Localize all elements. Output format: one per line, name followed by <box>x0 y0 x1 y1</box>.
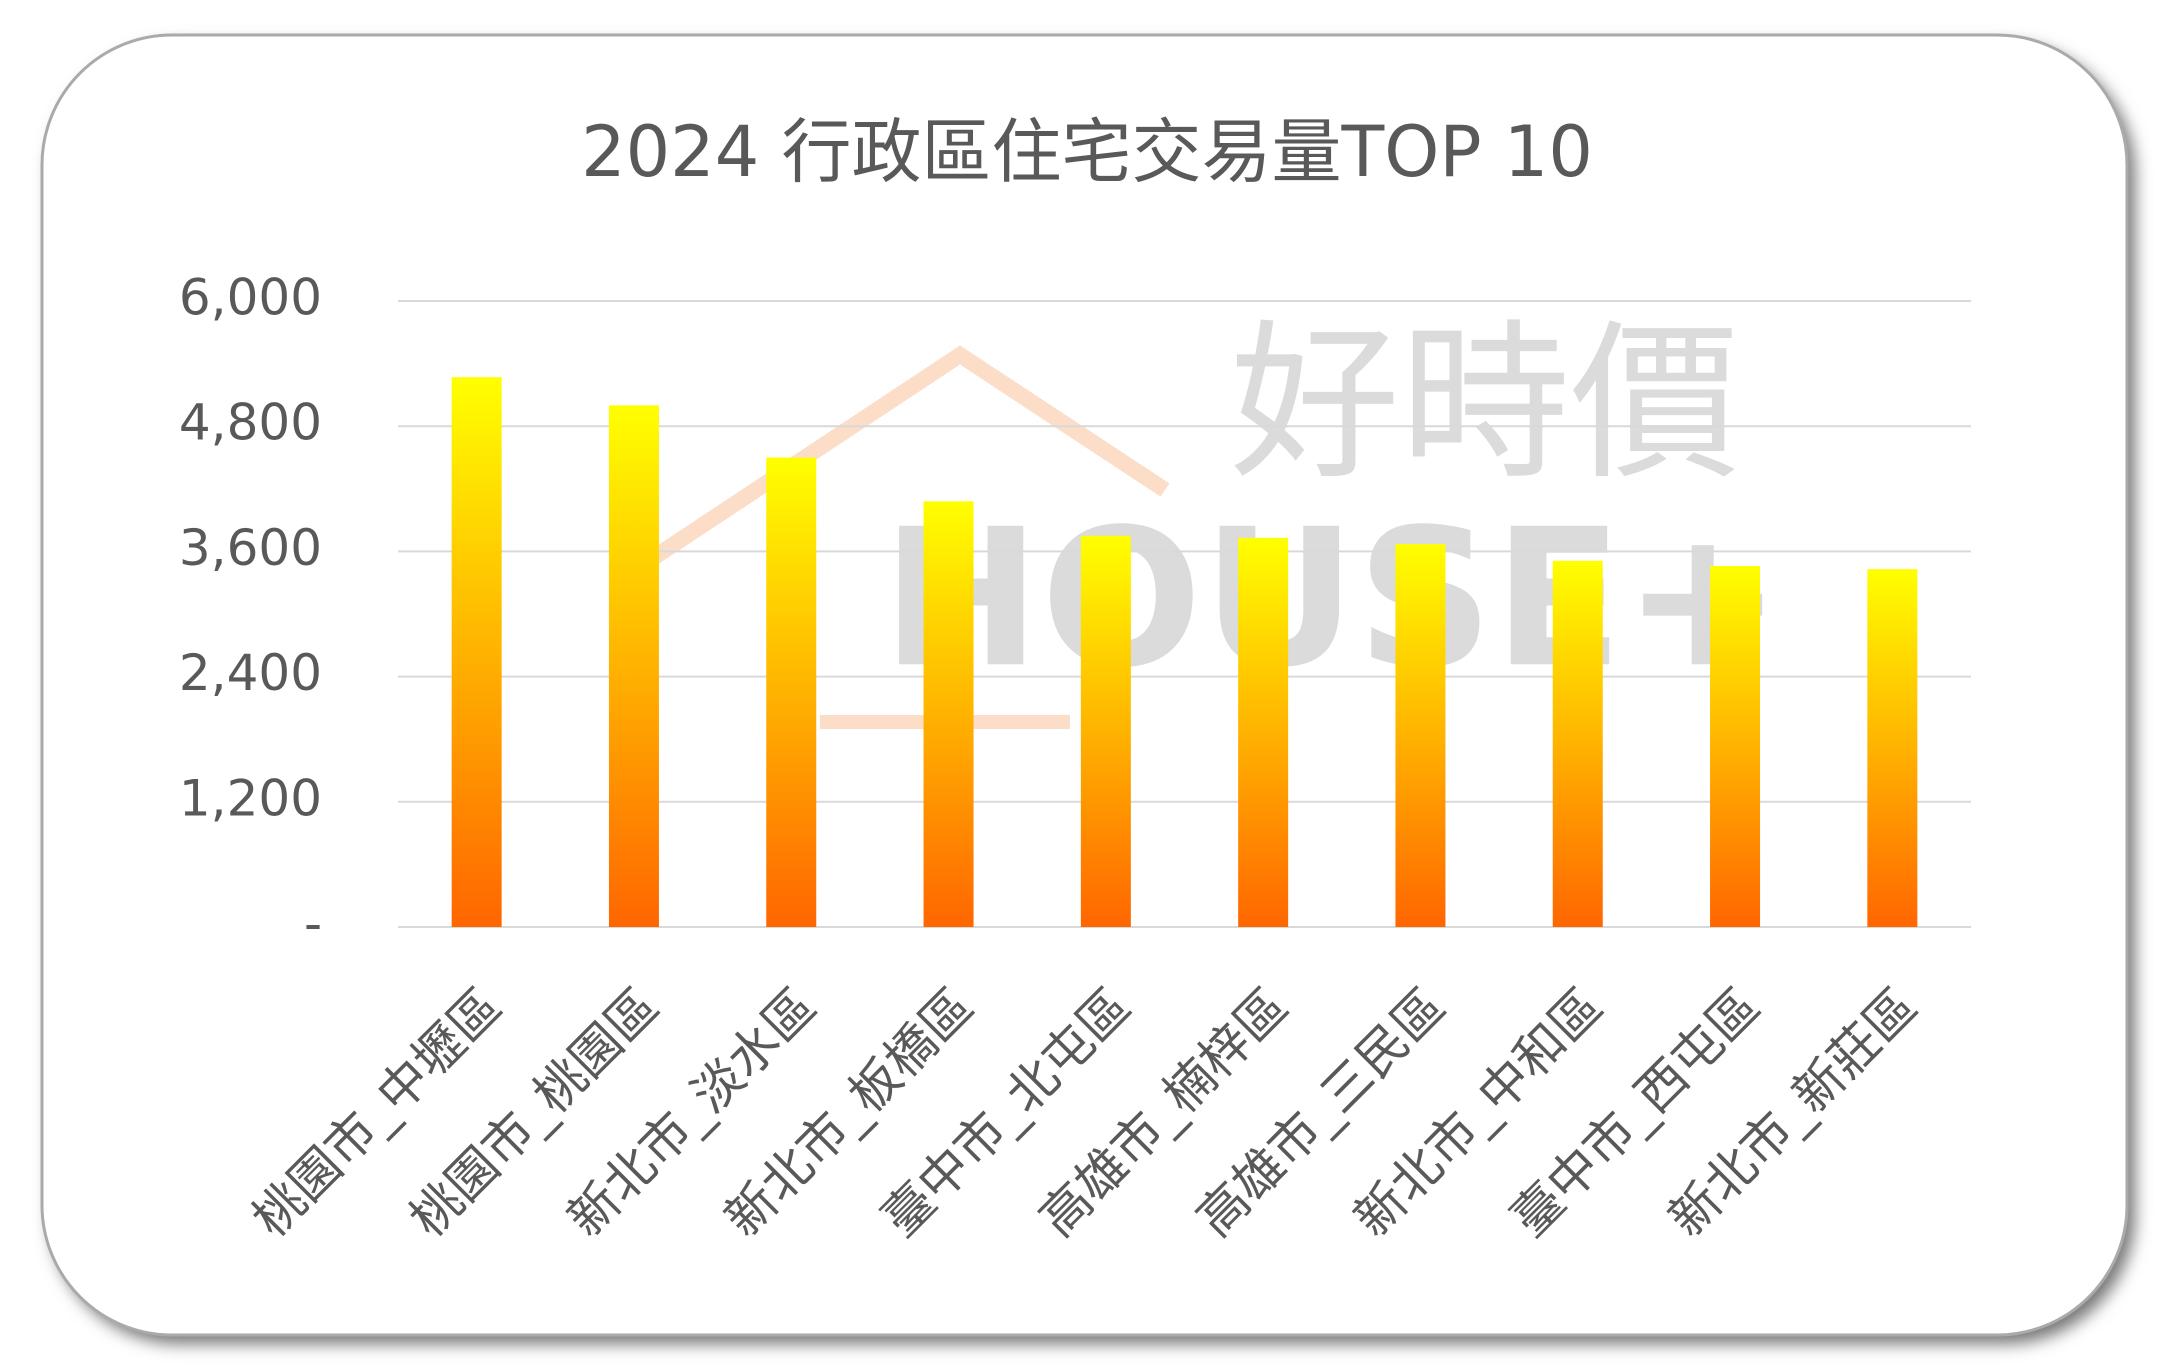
bar <box>923 501 974 927</box>
chart-title: 2024 行政區住宅交易量TOP 10 <box>581 111 1593 193</box>
bar <box>1238 537 1289 927</box>
bar <box>608 405 659 927</box>
y-tick-label: 1,200 <box>179 769 322 827</box>
watermark-text: 好時價 <box>1230 305 1740 503</box>
watermark-logo: 好時價 HOUSE+ <box>645 305 1783 729</box>
bar <box>451 377 502 927</box>
y-tick-label: 4,800 <box>179 394 322 452</box>
y-tick-label: 3,600 <box>179 519 322 577</box>
y-tick-label: 2,400 <box>179 644 322 702</box>
bar <box>1867 569 1918 927</box>
logo-roof <box>645 345 1170 567</box>
y-tick-label: - <box>304 895 322 953</box>
bar <box>1395 544 1446 927</box>
bar <box>1080 535 1131 927</box>
y-tick-label: 6,000 <box>179 269 322 327</box>
watermark-text: HOUSE+ <box>882 488 1783 709</box>
bar <box>1710 566 1761 927</box>
bar <box>766 457 817 927</box>
bar <box>1552 560 1603 927</box>
